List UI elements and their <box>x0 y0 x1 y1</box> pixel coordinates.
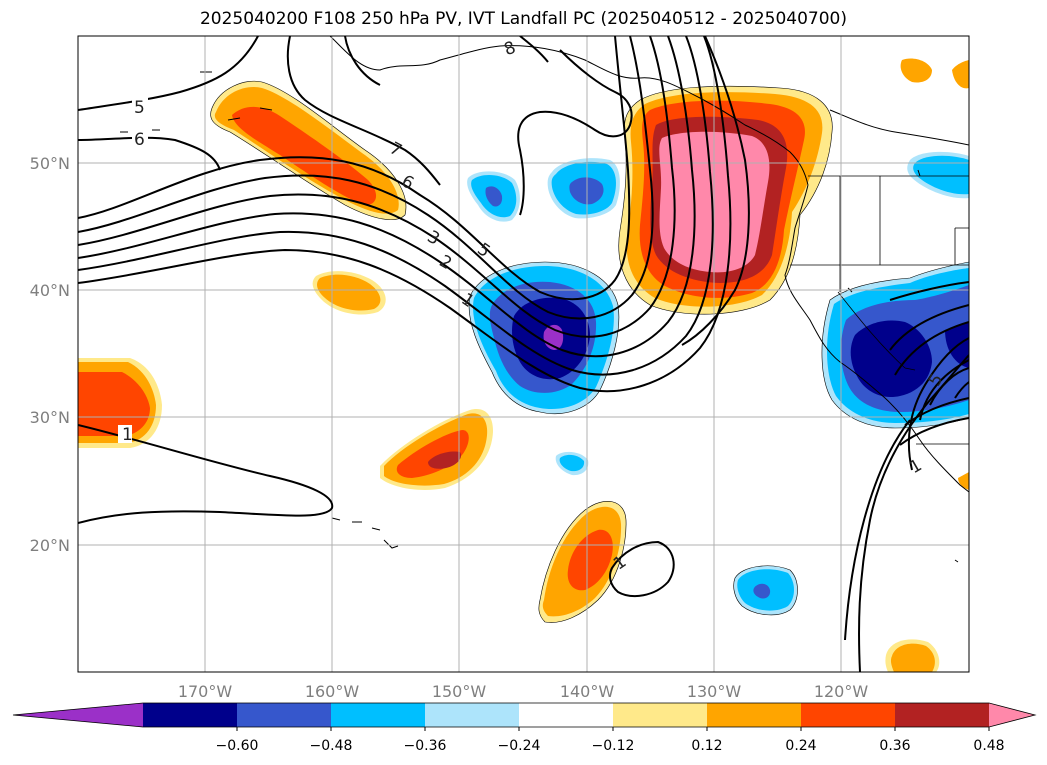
colorbar-tick-label: 0.36 <box>879 738 910 754</box>
contour-line <box>78 136 221 171</box>
colorbar-outline <box>12 702 1037 728</box>
colorbar-segment <box>519 703 614 727</box>
contour-line <box>344 36 381 86</box>
map-area: 5 6 7 6 3 2 5 1 8 1 1 1 5 <box>78 36 969 672</box>
colorbar-tick-label: −0.24 <box>498 738 541 754</box>
lon-label: 130°W <box>687 682 742 701</box>
positive-pv-shading <box>78 58 969 672</box>
pv-anomaly-positive <box>78 372 150 436</box>
contour-line <box>907 337 969 471</box>
colorbar-segments <box>13 703 1035 727</box>
lon-label: 160°W <box>305 682 360 701</box>
pv-anomaly-positive <box>317 274 381 311</box>
contour-line <box>889 281 969 301</box>
lon-label: 150°W <box>432 682 487 701</box>
contour-line <box>519 36 549 63</box>
colorbar-tick-label: −0.60 <box>216 738 259 754</box>
contour-line <box>929 367 969 406</box>
pv-anomaly-positive <box>396 430 469 478</box>
coastlines <box>120 36 969 563</box>
contour-line <box>78 424 334 524</box>
graticule <box>78 36 969 672</box>
contour-line <box>899 417 969 446</box>
colorbar-tick-label: −0.12 <box>592 738 635 754</box>
contour-line <box>78 36 654 320</box>
pv-anomaly-negative <box>569 177 604 205</box>
contour-line <box>517 49 633 216</box>
contour-line <box>894 321 969 376</box>
ivt-contours <box>78 36 969 672</box>
lon-label: 140°W <box>560 682 615 701</box>
colorbar-tick-label: −0.36 <box>404 738 447 754</box>
contour-line <box>78 36 696 358</box>
state-borders <box>790 175 969 445</box>
map-frame <box>77 35 970 673</box>
colorbar-segment <box>237 703 332 727</box>
lon-label: 170°W <box>178 682 233 701</box>
pv-anomaly-positive <box>890 643 935 672</box>
contour-line <box>889 304 969 351</box>
colorbar-tick-label: 0.12 <box>691 738 722 754</box>
contour-line <box>919 359 969 421</box>
lon-label: 120°W <box>814 682 869 701</box>
pv-anomaly-negative <box>913 155 969 195</box>
colorbar-tick-label: 0.48 <box>973 738 1004 754</box>
colorbar: −0.60 −0.48 −0.36 −0.24 −0.12 0.12 0.24 0.36 0.4… <box>12 702 1037 754</box>
contour-line <box>78 36 259 111</box>
pv-anomaly-positive <box>900 58 932 83</box>
pv-anomaly-negative <box>753 583 771 599</box>
contour-label: 5 <box>134 98 145 118</box>
colorbar-segment <box>707 703 802 727</box>
colorbar-tick-label: 0.24 <box>785 738 816 754</box>
pv-anomaly-positive <box>958 472 969 490</box>
pv-anomaly-negative <box>485 186 503 207</box>
negative-pv-shading <box>467 151 969 615</box>
colorbar-segment <box>801 703 896 727</box>
pv-anomaly-positive <box>952 60 969 89</box>
latitude-labels: 50°N 40°N 30°N 20°N <box>30 154 70 555</box>
contour-line <box>78 36 714 376</box>
longitude-labels: 170°W 160°W 150°W 140°W 130°W 120°W <box>178 682 869 701</box>
pv-anomaly-positive <box>428 451 462 469</box>
contour-line <box>78 36 676 338</box>
colorbar-tick-label: −0.48 <box>310 738 353 754</box>
lat-label: 30°N <box>30 408 70 427</box>
contour-line <box>286 36 441 186</box>
colorbar-extend-min <box>13 703 143 727</box>
pv-anomaly-positive <box>232 106 377 205</box>
lat-label: 50°N <box>30 154 70 173</box>
contour-label: 6 <box>134 130 145 150</box>
colorbar-segment <box>331 703 426 727</box>
colorbar-segment <box>425 703 520 727</box>
contour-line <box>78 36 732 393</box>
pv-anomaly-negative <box>850 320 932 398</box>
plot-title: 2025040200 F108 250 hPa PV, IVT Landfall… <box>199 9 847 29</box>
contour-line <box>78 36 631 301</box>
lat-label: 40°N <box>30 281 70 300</box>
colorbar-extend-max <box>989 703 1035 727</box>
colorbar-segment <box>895 703 990 727</box>
contour-label: 1 <box>122 425 133 445</box>
contour-line <box>954 381 969 399</box>
pv-anomaly-negative <box>559 454 585 472</box>
contour-line <box>609 540 675 598</box>
colorbar-segment <box>143 703 238 727</box>
contour-line <box>904 397 969 426</box>
contour-line <box>681 36 750 346</box>
colorbar-segment <box>613 703 708 727</box>
contour-line <box>844 419 911 641</box>
shading-outline <box>210 80 969 623</box>
lat-label: 20°N <box>30 536 70 555</box>
colorbar-ticks: −0.60 −0.48 −0.36 −0.24 −0.12 0.12 0.24 0.36 0.4… <box>216 727 1005 754</box>
